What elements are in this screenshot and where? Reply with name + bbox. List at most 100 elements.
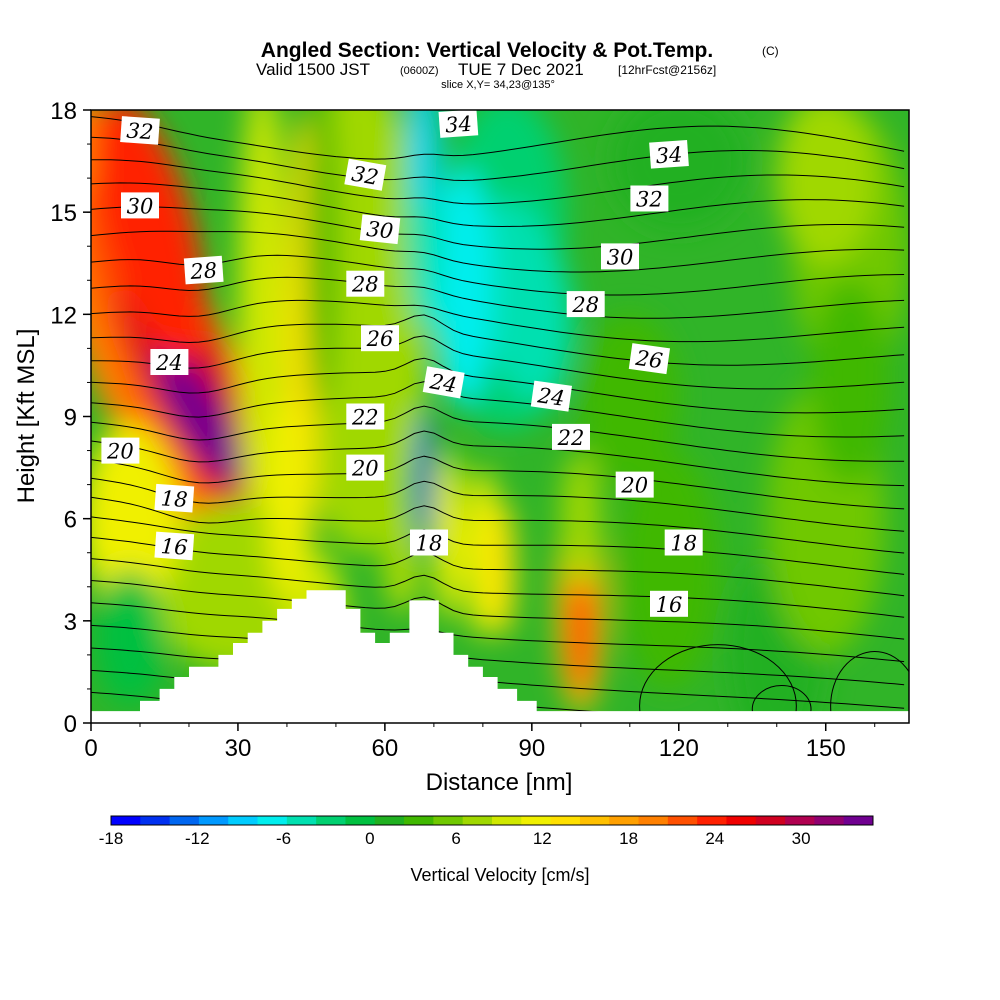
contour-label: 24 bbox=[150, 349, 189, 375]
colorbar-swatch bbox=[433, 816, 464, 825]
contour-label-text: 18 bbox=[670, 532, 697, 556]
contour-label: 32 bbox=[630, 185, 669, 212]
theta-contour-line bbox=[91, 405, 905, 462]
velocity-blob bbox=[267, 399, 307, 604]
velocity-blob bbox=[776, 110, 875, 264]
colorbar-swatch bbox=[785, 816, 815, 825]
velocity-blob bbox=[306, 110, 336, 417]
colorbar-swatch bbox=[198, 816, 229, 825]
colorbar-frame bbox=[110, 815, 874, 826]
theta-contour-line bbox=[91, 430, 905, 487]
contour-label: 22 bbox=[552, 423, 590, 450]
x-tick-label: 150 bbox=[806, 735, 846, 762]
colorbar-swatch bbox=[169, 816, 200, 825]
velocity-blob bbox=[416, 409, 432, 546]
theta-contour-line bbox=[91, 116, 905, 160]
contour-label-text: 30 bbox=[127, 194, 154, 218]
contour-label-text: 34 bbox=[444, 112, 472, 138]
contour-label-text: 22 bbox=[351, 406, 379, 430]
contour-label-box bbox=[121, 192, 159, 219]
theta-contour-line bbox=[91, 206, 905, 250]
velocity-blob bbox=[811, 280, 890, 485]
contour-label: 30 bbox=[359, 214, 401, 245]
contour-label: 22 bbox=[346, 403, 385, 430]
theta-contour-line bbox=[91, 276, 905, 319]
contour-label-text: 16 bbox=[656, 593, 683, 617]
contour-label-box bbox=[183, 255, 224, 285]
contour-label-text: 26 bbox=[366, 327, 394, 351]
velocity-blob bbox=[156, 350, 241, 483]
theta-contour-line bbox=[91, 536, 905, 597]
contour-label: 20 bbox=[346, 454, 385, 481]
colorbar-swatch bbox=[257, 816, 288, 825]
contour-label: 20 bbox=[101, 437, 140, 464]
contour-label-box bbox=[552, 423, 590, 450]
velocity-blob bbox=[475, 199, 569, 402]
colorbar-swatch bbox=[697, 816, 727, 825]
x-axis-label: Distance [nm] bbox=[426, 769, 573, 796]
theta-contour-line bbox=[91, 624, 905, 686]
contour-label-box bbox=[422, 366, 465, 399]
contour-label-box bbox=[615, 471, 654, 498]
contour-label-box bbox=[566, 291, 605, 318]
contour-label-box bbox=[120, 116, 160, 145]
velocity-blob bbox=[404, 110, 444, 332]
colorbar-swatch bbox=[345, 816, 376, 825]
colorbar: -18 -12 -6 0 6 12 18 24 30 bbox=[99, 815, 874, 848]
colorbar-swatch bbox=[843, 816, 874, 825]
y-tick-label: 15 bbox=[50, 200, 77, 227]
colorbar-swatch bbox=[374, 816, 405, 825]
colorbar-swatch bbox=[638, 816, 669, 825]
theta-contour-line bbox=[91, 299, 905, 343]
contour-label-box bbox=[628, 343, 671, 375]
contour-label-text: 24 bbox=[427, 369, 458, 397]
contour-label-box bbox=[154, 531, 195, 561]
terrain bbox=[91, 590, 909, 723]
contour-label-text: 18 bbox=[160, 486, 188, 512]
contour-label-box bbox=[361, 325, 399, 352]
y-tick-label: 0 bbox=[64, 711, 77, 738]
contour-label-box bbox=[346, 403, 385, 430]
colorbar-swatch bbox=[814, 816, 845, 825]
theta-contour-line bbox=[91, 335, 905, 390]
theta-contour-line bbox=[91, 455, 905, 510]
contour-label: 28 bbox=[346, 270, 385, 297]
contour-label-text: 30 bbox=[607, 245, 634, 269]
y-tick-label: 18 bbox=[50, 98, 77, 125]
contour-label-box bbox=[346, 270, 385, 297]
contour-label-box bbox=[664, 529, 703, 556]
contour-label: 34 bbox=[438, 110, 479, 138]
theta-contour-line bbox=[91, 230, 905, 273]
valid-date: TUE 7 Dec 2021 bbox=[458, 60, 584, 79]
velocity-blob bbox=[413, 110, 435, 213]
theta-contour-line bbox=[91, 357, 905, 414]
contour-label-box bbox=[630, 185, 669, 212]
theta-contour-line bbox=[91, 496, 905, 554]
theta-contour-line bbox=[91, 516, 905, 575]
theta-contour-line bbox=[91, 254, 905, 296]
contour-label-text: 20 bbox=[620, 474, 648, 498]
contour-label-box bbox=[530, 380, 573, 412]
colorbar-swatch bbox=[755, 816, 786, 825]
colorbar-tick-label: 12 bbox=[533, 829, 552, 848]
theta-contour-loop bbox=[751, 685, 812, 723]
theta-contour-line bbox=[91, 477, 905, 532]
colorbar-tick-label: -6 bbox=[276, 829, 291, 848]
contour-label: 30 bbox=[601, 243, 639, 270]
contour-label: 28 bbox=[566, 291, 605, 318]
y-axis-label: Height [Kft MSL] bbox=[13, 329, 40, 504]
colorbar-swatch bbox=[286, 816, 317, 825]
contour-label: 26 bbox=[628, 343, 671, 375]
x-tick-label: 30 bbox=[225, 735, 252, 762]
contour-label-box bbox=[359, 214, 401, 245]
contour-label-text: 32 bbox=[636, 188, 663, 212]
forecast-info: [12hrFcst@2156z] bbox=[618, 63, 716, 77]
x-tick-label: 60 bbox=[372, 735, 399, 762]
contour-label-text: 26 bbox=[633, 346, 664, 374]
colorbar-swatch bbox=[667, 816, 698, 825]
x-tick-label: 120 bbox=[659, 735, 699, 762]
colorbar-swatch bbox=[111, 816, 141, 825]
contour-label-text: 22 bbox=[557, 426, 585, 450]
contour-label-text: 20 bbox=[106, 440, 134, 464]
contour-label-text: 16 bbox=[160, 534, 188, 560]
